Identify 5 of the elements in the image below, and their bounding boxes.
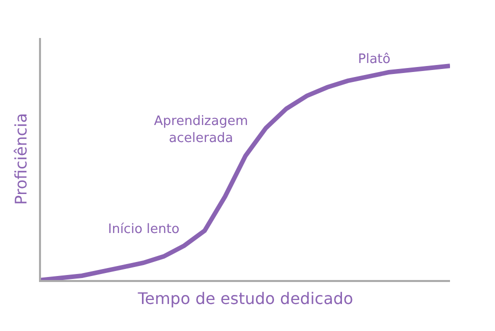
annotation: Início lento [108, 222, 180, 237]
annotation: Platô [358, 52, 391, 67]
y-axis-title: Proficiência [12, 113, 31, 205]
x-axis-title: Tempo de estudo dedicado [136, 288, 354, 308]
annotation: Aprendizagem acelerada [154, 114, 248, 146]
